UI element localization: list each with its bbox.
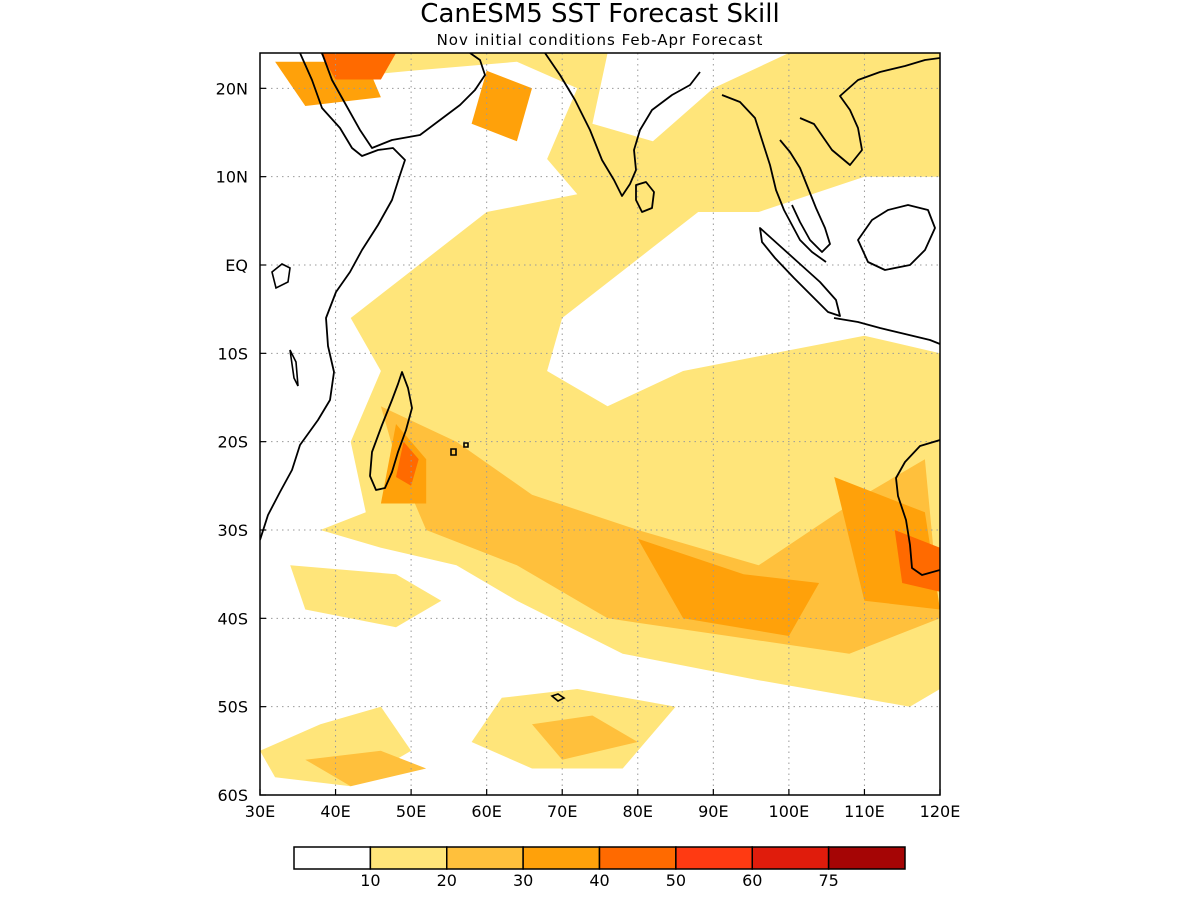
lon-tick-label: 30E bbox=[245, 802, 275, 821]
reunion-outline bbox=[463, 442, 469, 448]
kerguelen-outline bbox=[550, 693, 566, 702]
java-coastline bbox=[833, 317, 940, 345]
map-subtitle: Nov initial conditions Feb-Apr Forecast bbox=[437, 31, 764, 49]
lon-tick-label: 40E bbox=[320, 802, 350, 821]
myanmar-coastline bbox=[721, 94, 827, 263]
lon-tick-label: 70E bbox=[547, 802, 577, 821]
india-coastline bbox=[544, 53, 701, 197]
colorbar-label: 20 bbox=[437, 871, 457, 890]
australia-coastline bbox=[895, 439, 940, 576]
lon-tick-label: 50E bbox=[396, 802, 426, 821]
colorbar-swatch bbox=[827, 846, 906, 870]
skill-region-level-4 bbox=[894, 530, 940, 592]
lat-tick-label: 50S bbox=[217, 698, 248, 717]
lon-tick-label: 80E bbox=[623, 802, 653, 821]
lat-tick-label: EQ bbox=[225, 256, 248, 275]
colorbar-swatch bbox=[751, 846, 830, 870]
colorbar-swatch bbox=[522, 846, 601, 870]
malay-peninsula-coastline bbox=[779, 139, 831, 253]
indochina-coastline bbox=[799, 57, 940, 166]
coastlines bbox=[260, 53, 940, 702]
map-title: CanESM5 SST Forecast Skill bbox=[420, 0, 779, 29]
srilanka-coastline bbox=[635, 181, 655, 213]
borneo-coastline bbox=[857, 204, 936, 271]
skill-region-level-1 bbox=[290, 565, 442, 628]
madagascar-coastline bbox=[369, 371, 413, 491]
lat-tick-label: 60S bbox=[217, 786, 248, 805]
skill-region-level-4 bbox=[396, 441, 419, 486]
skill-region-level-2 bbox=[305, 750, 427, 787]
lat-tick-label: 20N bbox=[216, 79, 248, 98]
mauritius-outline bbox=[450, 448, 457, 456]
lon-tick-label: 60E bbox=[471, 802, 501, 821]
colorbar-label: 30 bbox=[513, 871, 533, 890]
latitude-axis: 20N 10N EQ 10S 20S 30S 40S 50S 60S bbox=[216, 79, 266, 805]
africa-coastline bbox=[260, 53, 406, 541]
colorbar-label: 75 bbox=[818, 871, 838, 890]
lake-malawi-outline bbox=[289, 349, 299, 387]
colorbar-label: 40 bbox=[589, 871, 609, 890]
skill-region-level-2 bbox=[532, 715, 638, 760]
lon-tick-label: 100E bbox=[769, 802, 810, 821]
colorbar: 10 20 30 40 50 60 75 bbox=[293, 846, 906, 890]
lon-tick-label: 90E bbox=[698, 802, 728, 821]
arabia-coastline bbox=[321, 53, 486, 149]
skill-shading bbox=[260, 53, 940, 787]
longitude-axis: 30E 40E 50E 60E 70E 80E 90E 100E 110E 120E bbox=[245, 789, 961, 821]
lat-tick-label: 10S bbox=[217, 344, 248, 363]
colorbar-label: 10 bbox=[360, 871, 380, 890]
colorbar-label: 50 bbox=[666, 871, 686, 890]
colorbar-swatch bbox=[598, 846, 677, 870]
colorbar-label: 60 bbox=[742, 871, 762, 890]
colorbar-swatch bbox=[293, 846, 372, 870]
lat-tick-label: 10N bbox=[216, 168, 248, 187]
skill-region-level-4 bbox=[320, 53, 396, 80]
lake-victoria-outline bbox=[271, 263, 291, 290]
grid-lines bbox=[260, 53, 940, 795]
lon-tick-label: 110E bbox=[844, 802, 885, 821]
colorbar-swatch bbox=[446, 846, 524, 870]
sumatra-coastline bbox=[759, 227, 841, 317]
skill-region-level-3 bbox=[637, 538, 820, 636]
colorbar-swatch bbox=[675, 846, 753, 870]
lat-tick-label: 20S bbox=[217, 433, 248, 452]
lat-tick-label: 30S bbox=[217, 521, 248, 540]
colorbar-swatch bbox=[369, 846, 448, 870]
lon-tick-label: 120E bbox=[920, 802, 961, 821]
lat-tick-label: 40S bbox=[217, 609, 248, 628]
plot-frame bbox=[259, 52, 941, 796]
